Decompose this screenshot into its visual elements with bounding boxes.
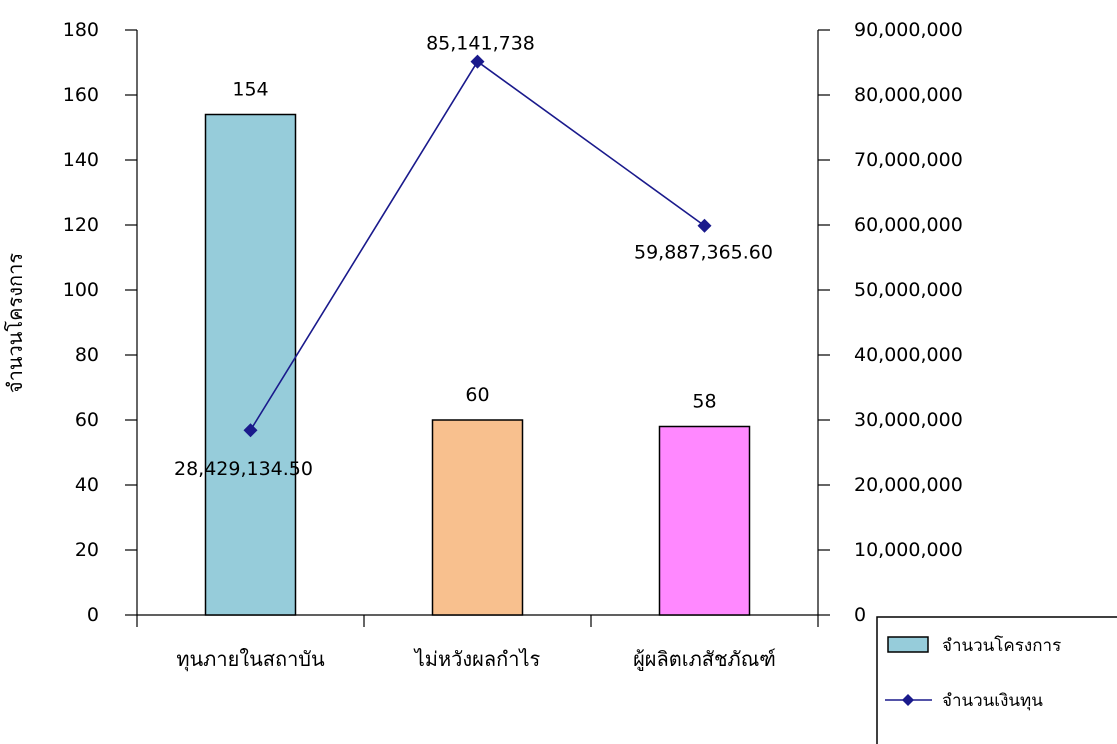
funding-marker	[243, 423, 258, 438]
legend-bar-label: จำนวนโครงการ	[942, 635, 1061, 656]
right-tick-label: 30,000,000	[854, 409, 963, 431]
y-axis-label: จำนวนโครงการ	[3, 253, 27, 393]
funding-value-label: 85,141,738	[426, 33, 535, 55]
right-tick-label: 20,000,000	[854, 474, 963, 496]
funding-marker	[470, 54, 485, 69]
left-tick-label: 100	[63, 279, 99, 301]
left-tick-label: 80	[75, 344, 99, 366]
right-tick-label: 60,000,000	[854, 214, 963, 236]
category-label: ไม่หวังผลกำไร	[413, 647, 541, 671]
bars	[204, 113, 751, 616]
left-tick-label: 0	[87, 604, 99, 626]
left-tick-label: 120	[63, 214, 99, 236]
bar-value-label: 154	[232, 79, 268, 101]
legend-bar-swatch	[887, 636, 929, 653]
bar	[204, 113, 297, 616]
right-tick-label: 40,000,000	[854, 344, 963, 366]
category-label: ทุนภายในสถาบัน	[176, 647, 325, 672]
data-labels: 154 60 58 28,429,134.50 85,141,738 59,887,365…	[174, 33, 773, 481]
left-tick-label: 140	[63, 149, 99, 171]
right-tick-label: 10,000,000	[854, 539, 963, 561]
legend: จำนวนโครงการ จำนวนเงินทุน	[876, 616, 1117, 744]
legend-line-marker	[902, 694, 914, 706]
right-tick-label: 70,000,000	[854, 149, 963, 171]
bar-value-label: 58	[692, 391, 716, 413]
left-tick-label: 20	[75, 539, 99, 561]
left-tick-label: 40	[75, 474, 99, 496]
axes: 0 20 40 60 80 100 120 140 160 180 0 10,000,000 20,00…	[63, 19, 963, 672]
funding-value-label: 59,887,365.60	[634, 242, 773, 264]
bar-value-label: 60	[465, 384, 489, 406]
left-tick-label: 60	[75, 409, 99, 431]
right-tick-label: 0	[854, 604, 866, 626]
bar	[658, 425, 751, 616]
bar	[431, 419, 524, 616]
category-label: ผู้ผลิตเภสัชภัณฑ์	[633, 647, 776, 672]
funding-marker	[697, 218, 712, 233]
funding-line	[243, 54, 712, 438]
funding-value-label: 28,429,134.50	[174, 458, 313, 480]
left-tick-label: 180	[63, 19, 99, 41]
right-tick-label: 50,000,000	[854, 279, 963, 301]
right-tick-label: 80,000,000	[854, 84, 963, 106]
legend-line-label: จำนวนเงินทุน	[942, 691, 1043, 711]
left-tick-label: 160	[63, 84, 99, 106]
right-tick-label: 90,000,000	[854, 19, 963, 41]
